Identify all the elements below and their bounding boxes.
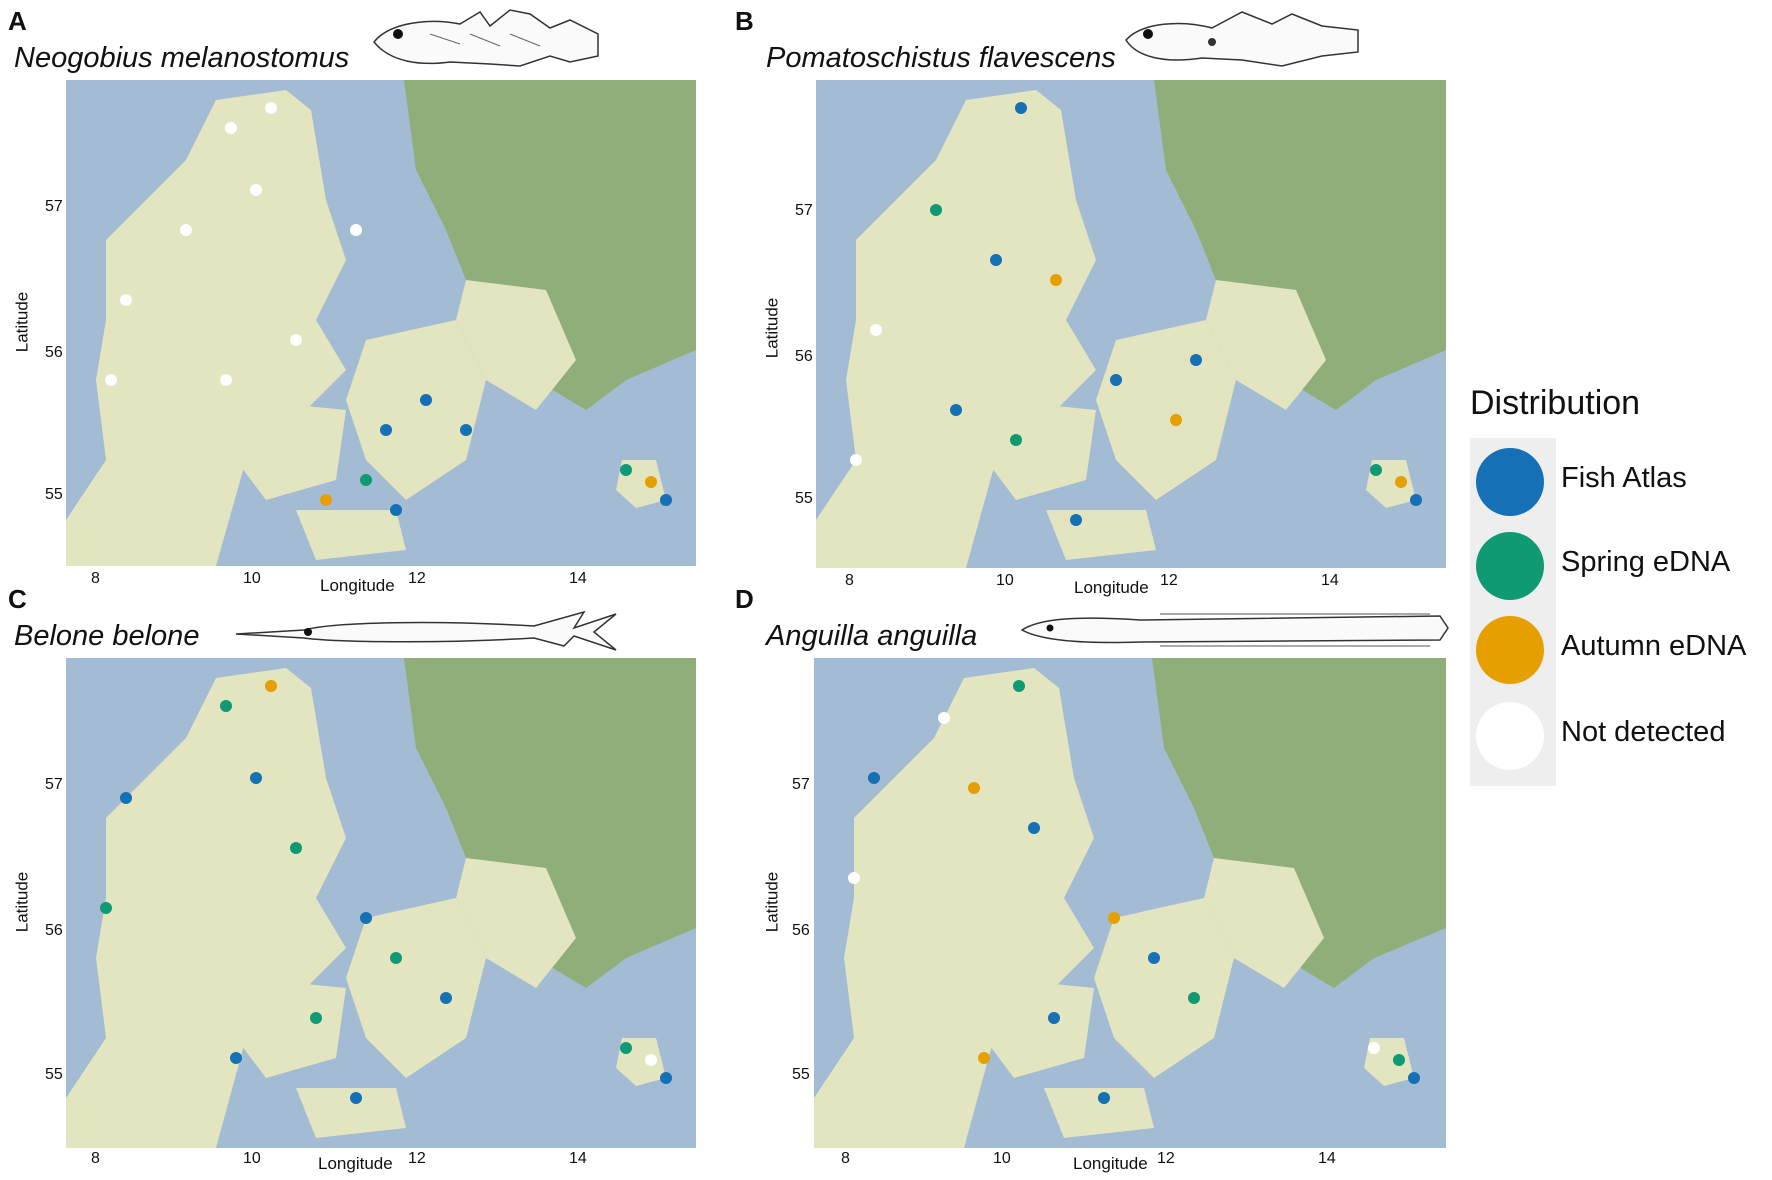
fish-atlas-swatch <box>1476 448 1544 516</box>
garfish-drawing-icon <box>235 610 617 651</box>
panel-b-ytick-55: 55 <box>795 490 813 507</box>
panel-d-xtick-12: 12 <box>1157 1150 1175 1167</box>
scania <box>456 280 576 410</box>
panel-d-ytick-57: 57 <box>792 776 810 793</box>
map-a <box>66 80 696 566</box>
panel-c-letter: C <box>8 584 27 614</box>
lolland <box>296 510 406 560</box>
panel-b-xlabel: Longitude <box>1074 578 1149 597</box>
panel-d-ylabel: Latitude <box>762 871 782 933</box>
spring-edna-swatch <box>1476 532 1544 600</box>
panel-c-species: Belone belone <box>14 620 200 652</box>
panel-d-ytick-55: 55 <box>792 1066 810 1083</box>
panel-d-xlabel: Longitude <box>1073 1154 1148 1173</box>
panel-d-xtick-14: 14 <box>1318 1150 1336 1167</box>
legend-title: Distribution <box>1470 384 1641 422</box>
jutland <box>814 668 1094 1148</box>
legend-label-not-detected: Not detected <box>1561 716 1726 748</box>
panel-c-xlabel: Longitude <box>318 1154 393 1173</box>
panel-c-ytick-57: 57 <box>45 776 63 793</box>
zealand <box>1094 898 1234 1078</box>
zealand <box>346 320 486 500</box>
panel-b-ytick-56: 56 <box>795 348 813 365</box>
funen <box>236 978 346 1078</box>
panel-a-xlabel: Longitude <box>320 576 395 595</box>
zealand <box>346 898 486 1078</box>
small-goby-drawing-icon <box>1125 11 1359 67</box>
panel-a-xtick-8: 8 <box>91 570 100 587</box>
autumn-edna-swatch <box>1476 616 1544 684</box>
legend-item-fish-atlas <box>1476 448 1544 516</box>
map-d <box>814 658 1446 1148</box>
sampling-markers <box>100 680 672 1104</box>
zealand <box>1096 320 1236 500</box>
panel-d-xtick-8: 8 <box>841 1150 850 1167</box>
legend-item-autumn-edna <box>1476 616 1544 684</box>
funen <box>236 400 346 500</box>
legend-label-autumn-edna: Autumn eDNA <box>1561 630 1747 662</box>
legend-label-spring-edna: Spring eDNA <box>1561 546 1731 578</box>
eel-drawing-icon <box>1020 613 1449 647</box>
panel-c-xtick-10: 10 <box>243 1150 261 1167</box>
panel-c-ytick-56: 56 <box>45 922 63 939</box>
sampling-markers <box>850 102 1422 526</box>
panel-c-xtick-14: 14 <box>569 1150 587 1167</box>
jutland <box>816 90 1096 568</box>
panel-b-ylabel: Latitude <box>762 297 782 359</box>
panel-a-letter: A <box>8 6 27 36</box>
panel-b-letter: B <box>735 6 754 36</box>
scania <box>456 858 576 988</box>
lolland <box>296 1088 406 1138</box>
panel-b-xtick-12: 12 <box>1160 572 1178 589</box>
panel-c-xtick-12: 12 <box>408 1150 426 1167</box>
panel-b-xtick-14: 14 <box>1321 572 1339 589</box>
sweden-forest <box>404 80 696 410</box>
scania <box>1204 858 1324 988</box>
panel-a-ylabel: Latitude <box>12 291 32 353</box>
legend-item-not-detected <box>1476 702 1544 770</box>
panel-b-xtick-8: 8 <box>845 572 854 589</box>
map-b <box>816 80 1446 568</box>
sampling-markers <box>105 102 672 516</box>
map-c <box>66 658 696 1148</box>
legend-label-fish-atlas: Fish Atlas <box>1561 462 1687 494</box>
sweden-forest <box>1154 80 1446 410</box>
sweden-forest <box>1152 658 1446 988</box>
panel-d-xtick-10: 10 <box>993 1150 1011 1167</box>
panel-a-xtick-12: 12 <box>408 570 426 587</box>
panel-a-ytick-57: 57 <box>45 198 63 215</box>
panel-c-ytick-55: 55 <box>45 1066 63 1083</box>
panel-d-ytick-56: 56 <box>792 922 810 939</box>
panel-d-letter: D <box>735 584 754 614</box>
lolland <box>1044 1088 1154 1138</box>
jutland <box>66 90 346 566</box>
jutland <box>66 668 346 1148</box>
funen <box>986 400 1096 500</box>
panel-a-species: Neogobius melanostomus <box>14 42 350 74</box>
panel-d-species: Anguilla anguilla <box>766 620 978 652</box>
panel-a-ytick-56: 56 <box>45 344 63 361</box>
sampling-markers <box>848 680 1420 1104</box>
panel-a-xtick-14: 14 <box>569 570 587 587</box>
not-detected-swatch <box>1476 702 1544 770</box>
funen <box>984 978 1094 1078</box>
panel-b-species: Pomatoschistus flavescens <box>766 42 1116 74</box>
panel-c-xtick-8: 8 <box>91 1150 100 1167</box>
scania <box>1206 280 1326 410</box>
legend-item-spring-edna <box>1476 532 1544 600</box>
panel-a-xtick-10: 10 <box>243 570 261 587</box>
panel-b-xtick-10: 10 <box>996 572 1014 589</box>
panel-a-ytick-55: 55 <box>45 486 63 503</box>
sweden-forest <box>404 658 696 988</box>
panel-b-ytick-57: 57 <box>795 202 813 219</box>
panel-c-ylabel: Latitude <box>12 871 32 933</box>
goby-drawing-icon <box>373 9 599 67</box>
